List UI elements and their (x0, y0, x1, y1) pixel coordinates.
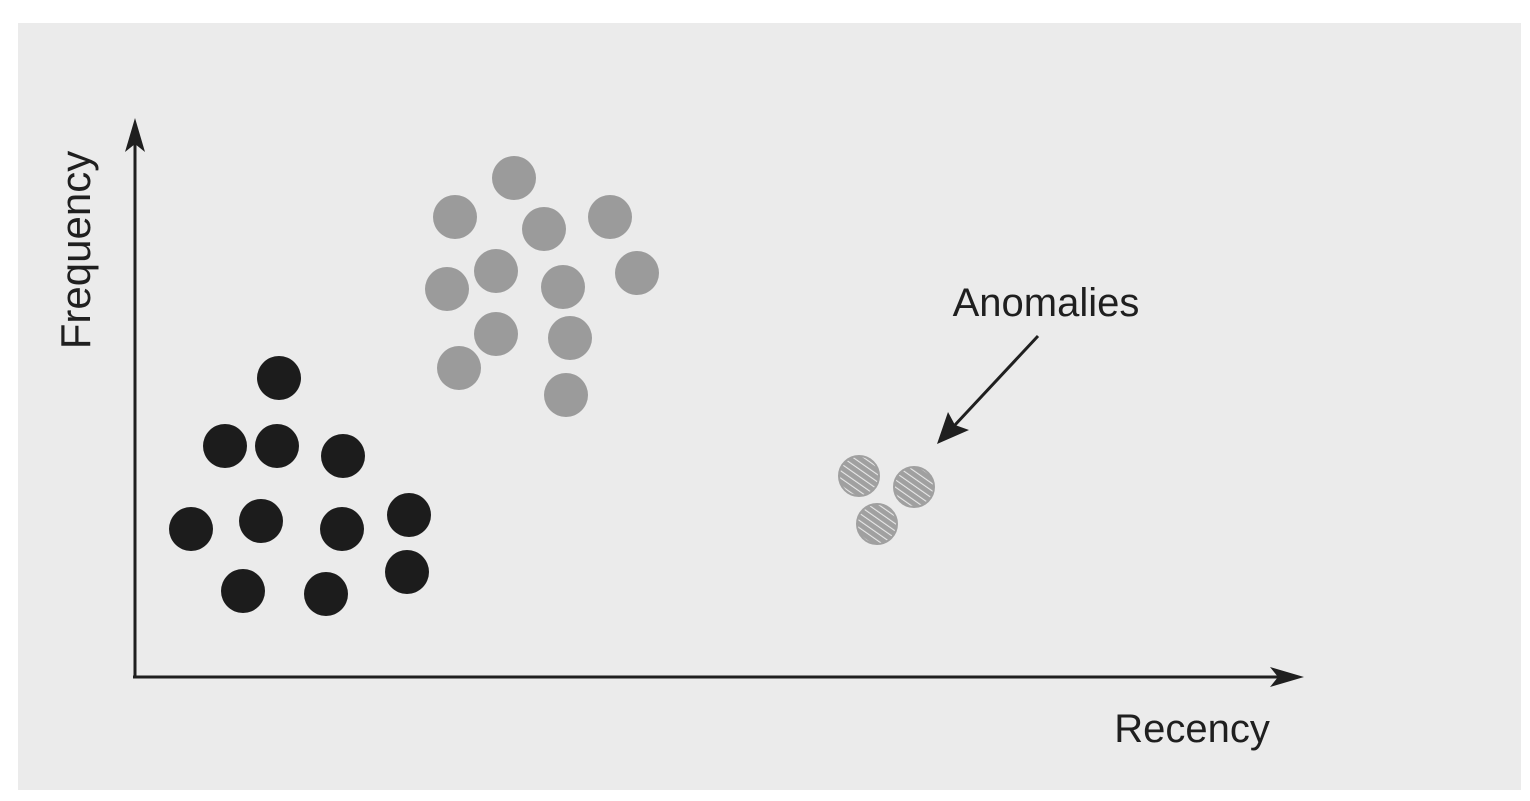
gray-point (615, 251, 659, 295)
diagram-background (18, 23, 1521, 790)
dark-point (239, 499, 283, 543)
anomaly-point (893, 466, 935, 508)
dark-point (321, 434, 365, 478)
dark-point (385, 550, 429, 594)
gray-point (522, 207, 566, 251)
x-axis-arrowhead (1270, 667, 1304, 687)
dark-point (203, 424, 247, 468)
annotation-arrow (937, 334, 1040, 444)
anomaly-point (838, 455, 880, 497)
gray-point (541, 265, 585, 309)
dark-point (304, 572, 348, 616)
gray-cluster (425, 156, 659, 417)
anomalies-label: Anomalies (953, 281, 1140, 325)
axes (125, 118, 1304, 687)
annotation-arrowhead (937, 412, 969, 444)
y-axis-arrowhead (125, 118, 145, 152)
anomaly-point (856, 503, 898, 545)
dark-point (169, 507, 213, 551)
gray-point (474, 312, 518, 356)
dark-point (257, 356, 301, 400)
gray-point (492, 156, 536, 200)
dark-point (255, 424, 299, 468)
dark-point (320, 507, 364, 551)
gray-point (588, 195, 632, 239)
anomaly-cluster (838, 455, 935, 545)
annotation-arrow-line (952, 334, 1040, 428)
gray-point (474, 249, 518, 293)
gray-point (437, 346, 481, 390)
y-axis-label: Frequency (52, 151, 99, 349)
dark-point (221, 569, 265, 613)
x-axis-label: Recency (1114, 707, 1270, 751)
gray-point (425, 267, 469, 311)
gray-point (433, 195, 477, 239)
gray-point (548, 316, 592, 360)
dark-point (387, 493, 431, 537)
gray-point (544, 373, 588, 417)
dark-cluster (169, 356, 431, 616)
